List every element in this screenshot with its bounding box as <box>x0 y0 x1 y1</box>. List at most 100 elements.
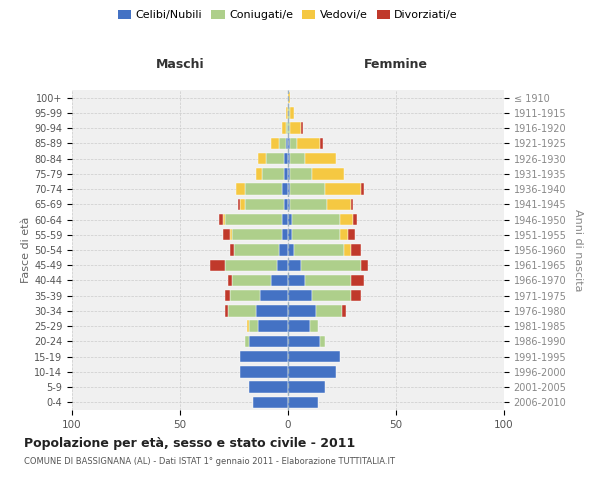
Bar <box>238 198 241 210</box>
Bar <box>262 168 284 179</box>
Bar <box>288 184 290 195</box>
Bar <box>361 260 368 271</box>
Bar <box>290 198 327 210</box>
Bar <box>245 336 249 347</box>
Bar <box>310 320 318 332</box>
Bar <box>284 168 288 179</box>
Bar <box>271 138 280 149</box>
Bar <box>286 138 288 149</box>
Bar <box>288 396 318 408</box>
Bar <box>286 122 288 134</box>
Y-axis label: Anni di nascita: Anni di nascita <box>573 209 583 291</box>
Bar <box>350 290 361 302</box>
Bar <box>353 214 357 225</box>
Text: Popolazione per età, sesso e stato civile - 2011: Popolazione per età, sesso e stato civil… <box>24 438 355 450</box>
Bar <box>288 366 335 378</box>
Bar <box>340 229 349 240</box>
Bar <box>361 184 364 195</box>
Bar <box>288 198 290 210</box>
Bar <box>320 336 325 347</box>
Bar <box>290 168 312 179</box>
Bar <box>241 351 288 362</box>
Bar <box>288 168 290 179</box>
Bar <box>245 184 281 195</box>
Bar <box>288 138 290 149</box>
Bar <box>290 184 325 195</box>
Bar <box>288 122 290 134</box>
Bar <box>230 244 234 256</box>
Bar <box>288 214 292 225</box>
Bar <box>281 214 288 225</box>
Bar <box>281 184 288 195</box>
Bar <box>226 260 277 271</box>
Bar <box>290 153 305 164</box>
Bar <box>296 138 320 149</box>
Bar <box>249 320 258 332</box>
Bar <box>223 214 226 225</box>
Bar <box>281 122 286 134</box>
Text: Maschi: Maschi <box>155 58 205 71</box>
Bar <box>288 382 325 393</box>
Bar <box>288 305 316 316</box>
Bar <box>226 305 227 316</box>
Bar <box>301 122 303 134</box>
Bar <box>305 275 350 286</box>
Bar <box>232 275 271 286</box>
Bar <box>277 260 288 271</box>
Bar <box>305 153 335 164</box>
Bar <box>290 138 296 149</box>
Bar <box>288 351 340 362</box>
Bar <box>234 244 280 256</box>
Bar <box>258 153 266 164</box>
Bar <box>249 382 288 393</box>
Bar <box>226 290 230 302</box>
Bar <box>350 198 353 210</box>
Bar <box>227 305 256 316</box>
Bar <box>266 153 284 164</box>
Bar <box>241 366 288 378</box>
Bar <box>230 290 260 302</box>
Bar <box>288 290 312 302</box>
Bar <box>312 168 344 179</box>
Bar <box>253 396 288 408</box>
Bar <box>325 184 361 195</box>
Bar <box>286 107 288 118</box>
Bar <box>288 92 290 104</box>
Y-axis label: Fasce di età: Fasce di età <box>21 217 31 283</box>
Bar <box>288 336 320 347</box>
Bar <box>288 229 292 240</box>
Bar <box>219 214 223 225</box>
Bar <box>316 305 342 316</box>
Bar <box>342 305 346 316</box>
Bar <box>288 275 305 286</box>
Bar <box>288 260 301 271</box>
Bar <box>284 153 288 164</box>
Bar <box>288 320 310 332</box>
Bar <box>344 244 350 256</box>
Bar <box>284 198 288 210</box>
Bar <box>290 122 301 134</box>
Bar <box>230 229 232 240</box>
Bar <box>227 275 232 286</box>
Bar <box>288 153 290 164</box>
Bar <box>290 107 295 118</box>
Bar <box>256 168 262 179</box>
Bar <box>247 320 249 332</box>
Text: COMUNE DI BASSIGNANA (AL) - Dati ISTAT 1° gennaio 2011 - Elaborazione TUTTITALIA: COMUNE DI BASSIGNANA (AL) - Dati ISTAT 1… <box>24 458 395 466</box>
Bar <box>226 214 281 225</box>
Bar <box>281 229 288 240</box>
Bar <box>260 290 288 302</box>
Bar <box>245 198 284 210</box>
Bar <box>292 229 340 240</box>
Bar <box>288 107 290 118</box>
Bar <box>292 214 340 225</box>
Bar <box>350 244 361 256</box>
Bar <box>327 198 350 210</box>
Bar <box>271 275 288 286</box>
Legend: Celibi/Nubili, Coniugati/e, Vedovi/e, Divorziati/e: Celibi/Nubili, Coniugati/e, Vedovi/e, Di… <box>113 6 463 25</box>
Bar <box>320 138 323 149</box>
Bar <box>349 229 355 240</box>
Bar <box>256 305 288 316</box>
Bar <box>301 260 361 271</box>
Bar <box>295 244 344 256</box>
